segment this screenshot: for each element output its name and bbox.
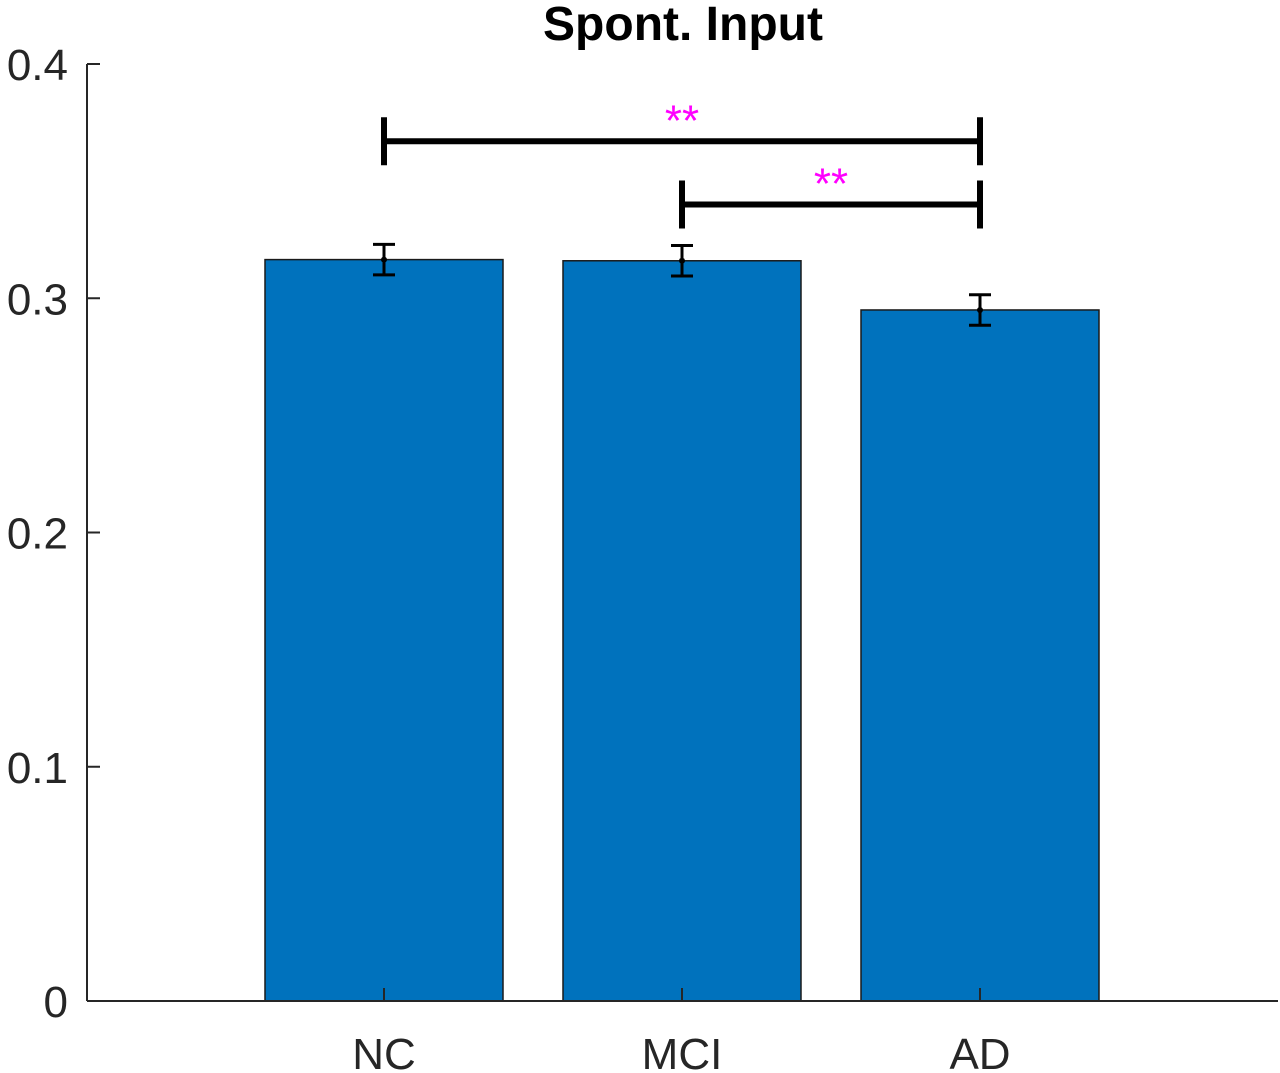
bar-mci (562, 260, 802, 1002)
errorbar-nc (373, 242, 395, 277)
significance-label: ** (665, 96, 699, 145)
significance-bracket-mci-ad: ** (679, 160, 983, 229)
x-tick-label-ad: AD (949, 1030, 1010, 1073)
y-tick-label: 0.3 (7, 275, 68, 324)
y-tick-label: 0.1 (7, 744, 68, 793)
errorbar-mci (671, 244, 693, 278)
bar-nc (264, 258, 504, 1002)
y-tick-label: 0.2 (7, 510, 68, 559)
axes-layer: 0 0.1 0.2 0.3 0.4 NC MCI AD (7, 41, 1278, 1073)
significance-layer: ** ** (381, 96, 983, 229)
y-tick-label: 0.4 (7, 41, 68, 90)
bar-ad (860, 309, 1100, 1002)
x-tick-label-nc: NC (352, 1030, 416, 1073)
errorbars-layer (373, 242, 991, 327)
chart-title: Spont. Input (543, 0, 823, 51)
x-tick-label-mci: MCI (642, 1030, 723, 1073)
significance-label: ** (814, 160, 848, 209)
y-tick-label: 0 (44, 978, 68, 1027)
errorbar-ad (969, 293, 991, 327)
bars-layer (264, 258, 1100, 1002)
significance-bracket-nc-ad: ** (381, 96, 983, 166)
